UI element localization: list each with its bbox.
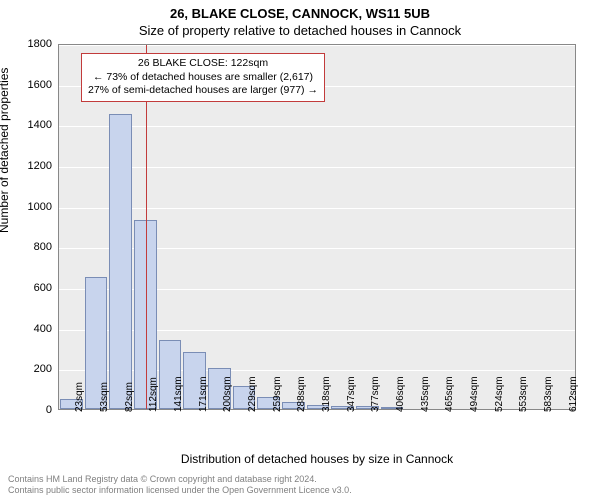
page-subtitle: Size of property relative to detached ho…	[0, 21, 600, 38]
grid-line	[59, 45, 575, 46]
annotation-box: 26 BLAKE CLOSE: 122sqm ← 73% of detached…	[81, 53, 325, 102]
y-axis: 020040060080010001200140016001800	[0, 44, 56, 410]
footer-line: Contains public sector information licen…	[8, 485, 352, 496]
grid-line	[59, 167, 575, 168]
annotation-line: 26 BLAKE CLOSE: 122sqm	[88, 57, 318, 71]
annotation-line: ← 73% of detached houses are smaller (2,…	[88, 71, 318, 85]
y-tick-label: 1000	[28, 201, 52, 213]
y-tick-label: 1600	[28, 79, 52, 91]
grid-line	[59, 208, 575, 209]
x-tick-label: 200sqm	[222, 376, 233, 412]
histogram-bar	[109, 114, 132, 409]
x-tick-label: 141sqm	[173, 376, 184, 412]
x-tick-label: 494sqm	[469, 376, 480, 412]
y-tick-label: 1400	[28, 119, 52, 131]
x-tick-label: 553sqm	[518, 376, 529, 412]
x-tick-label: 82sqm	[124, 382, 135, 412]
annotation-line: 27% of semi-detached houses are larger (…	[88, 84, 318, 98]
footer-attribution: Contains HM Land Registry data © Crown c…	[8, 474, 352, 497]
x-tick-label: 318sqm	[321, 376, 332, 412]
x-tick-label: 112sqm	[148, 377, 159, 412]
x-tick-label: 406sqm	[395, 376, 406, 412]
x-tick-label: 347sqm	[346, 376, 357, 412]
x-tick-label: 229sqm	[247, 376, 258, 412]
x-tick-label: 583sqm	[543, 376, 554, 412]
x-tick-label: 259sqm	[272, 376, 283, 412]
chart-plot-area: 26 BLAKE CLOSE: 122sqm ← 73% of detached…	[58, 44, 576, 410]
grid-line	[59, 126, 575, 127]
x-tick-label: 53sqm	[99, 382, 110, 412]
y-tick-label: 1200	[28, 160, 52, 172]
y-tick-label: 0	[46, 404, 52, 416]
y-tick-label: 800	[34, 241, 52, 253]
x-tick-label: 171sqm	[198, 376, 209, 412]
footer-line: Contains HM Land Registry data © Crown c…	[8, 474, 352, 485]
page-title: 26, BLAKE CLOSE, CANNOCK, WS11 5UB	[0, 0, 600, 21]
x-tick-label: 377sqm	[370, 376, 381, 412]
x-tick-label: 288sqm	[296, 376, 307, 412]
y-tick-label: 400	[34, 323, 52, 335]
x-axis-label: Distribution of detached houses by size …	[58, 452, 576, 466]
y-tick-label: 200	[34, 363, 52, 375]
x-tick-label: 23sqm	[74, 382, 85, 412]
y-tick-label: 1800	[28, 38, 52, 50]
y-tick-label: 600	[34, 282, 52, 294]
x-tick-label: 524sqm	[494, 376, 505, 412]
x-tick-label: 612sqm	[568, 376, 579, 412]
x-tick-label: 465sqm	[444, 376, 455, 412]
x-tick-label: 435sqm	[420, 376, 431, 412]
